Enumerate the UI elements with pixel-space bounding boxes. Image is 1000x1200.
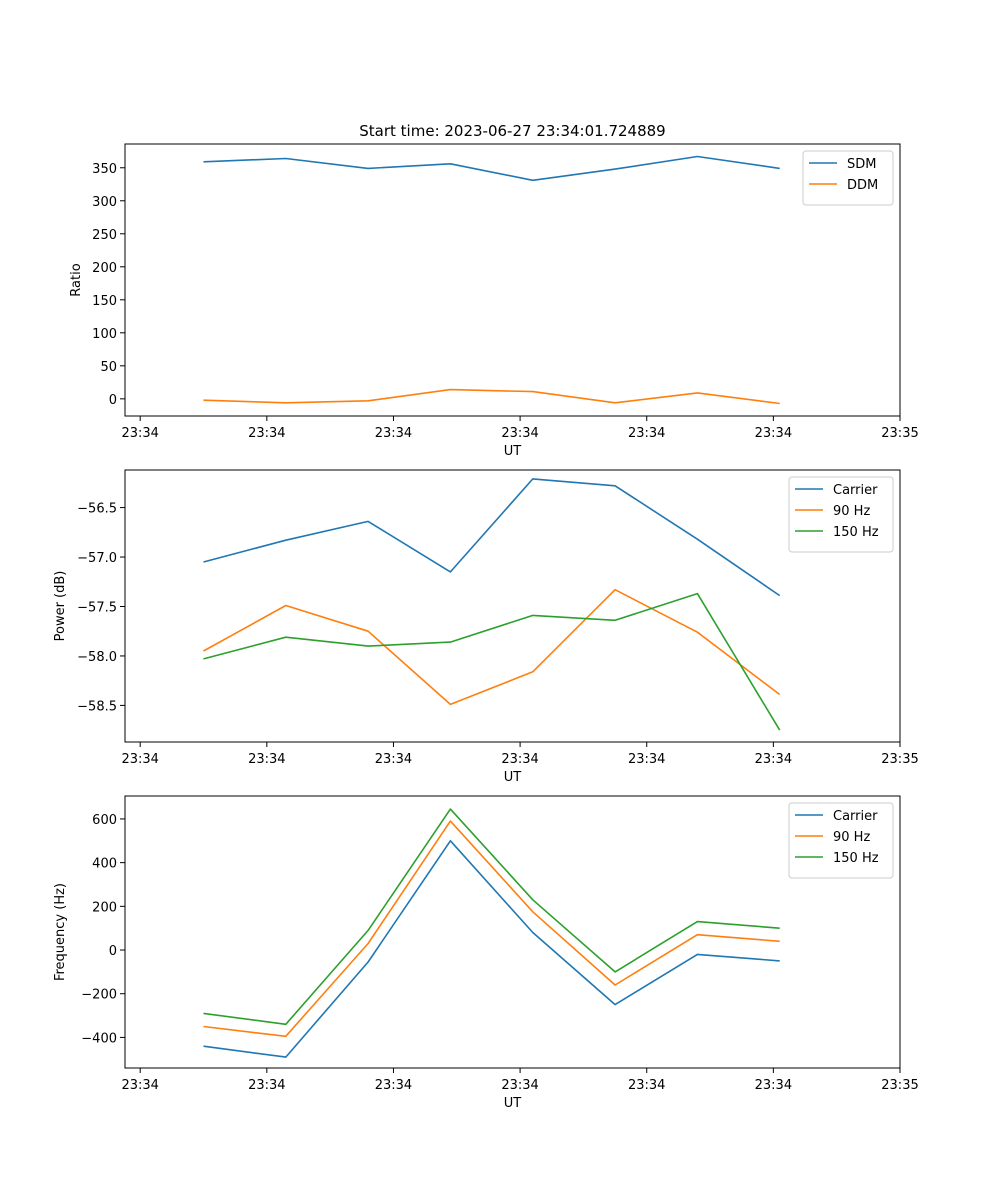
y-tick-label: −200 (81, 988, 117, 1003)
legend-label: DDM (847, 178, 878, 193)
y-tick-label: −57.0 (77, 551, 117, 566)
legend-label: 150 Hz (833, 525, 879, 540)
series-line-150-hz (203, 808, 780, 1026)
y-tick-label: −58.0 (77, 650, 117, 665)
y-tick-label: 600 (92, 813, 117, 828)
x-tick-label: 23:34 (755, 426, 792, 441)
x-tick-label: 23:35 (881, 752, 918, 767)
y-tick-label: 200 (92, 900, 117, 915)
legend: Carrier 90 Hz 150 Hz (788, 476, 894, 553)
y-tick-label: −57.5 (77, 600, 117, 615)
x-tick-label: 23:34 (248, 1078, 285, 1093)
x-tick-label: 23:34 (121, 1078, 158, 1093)
x-tick-label: 23:34 (375, 426, 412, 441)
series-line-90-hz (203, 820, 780, 1038)
legend-label: Carrier (833, 809, 878, 824)
x-tick-label: 23:34 (628, 1078, 665, 1093)
x-tick-label: 23:34 (248, 426, 285, 441)
legend-label: 90 Hz (833, 504, 870, 519)
x-tick-label: 23:34 (248, 752, 285, 767)
y-tick-label: −400 (81, 1031, 117, 1046)
y-tick-label: 300 (92, 195, 117, 210)
charts-group: 23:34 23:34 23:34 23:34 23:34 23:34 23:35 0 50 10… (53, 143, 919, 1111)
y-tick-label: 100 (92, 327, 117, 342)
x-tick-label: 23:34 (121, 752, 158, 767)
legend: Carrier 90 Hz 150 Hz (788, 802, 894, 879)
chart-2: 23:34 23:34 23:34 23:34 23:34 23:34 23:35 −58.5… (53, 469, 919, 785)
axes-frame (124, 143, 901, 417)
y-axis-label: Frequency (Hz) (53, 883, 68, 981)
series-line-150-hz (203, 592, 781, 731)
y-tick-label: 200 (92, 261, 117, 276)
legend-box (788, 476, 894, 553)
figure-title: Start time: 2023-06-27 23:34:01.724889 (359, 122, 665, 140)
y-axis-label: Power (dB) (53, 571, 68, 642)
x-tick-label: 23:34 (375, 1078, 412, 1093)
y-tick-label: 400 (92, 857, 117, 872)
x-tick-label: 23:34 (375, 752, 412, 767)
legend-box (802, 150, 894, 206)
y-tick-label: 0 (109, 393, 117, 408)
y-tick-label: −58.5 (77, 699, 117, 714)
x-axis-label: UT (504, 1096, 522, 1111)
x-axis-label: UT (504, 444, 522, 459)
y-tick-label: 50 (100, 360, 117, 375)
x-tick-label: 23:34 (121, 426, 158, 441)
x-tick-label: 23:34 (628, 426, 665, 441)
legend-label: 90 Hz (833, 830, 870, 845)
y-tick-label: 350 (92, 162, 117, 177)
x-tick-label: 23:34 (755, 752, 792, 767)
series-line-ddm (203, 388, 780, 405)
legend-box (788, 802, 894, 879)
legend: SDM DDM (802, 150, 894, 206)
chart-1: 23:34 23:34 23:34 23:34 23:34 23:34 23:35 0 50 10… (69, 143, 919, 459)
axes-frame (124, 795, 901, 1069)
series-line-sdm (203, 155, 780, 182)
x-tick-label: 23:34 (501, 1078, 538, 1093)
y-tick-label: 0 (109, 944, 117, 959)
series-line-carrier (203, 478, 781, 597)
y-tick-label: 250 (92, 228, 117, 243)
series-line-90-hz (203, 588, 781, 706)
x-tick-label: 23:34 (755, 1078, 792, 1093)
y-tick-label: 150 (92, 294, 117, 309)
x-axis-label: UT (504, 770, 522, 785)
legend-label: SDM (847, 157, 876, 172)
chart-3: 23:34 23:34 23:34 23:34 23:34 23:34 23:35 −400 −… (53, 795, 919, 1111)
x-tick-label: 23:35 (881, 426, 918, 441)
y-tick-label: −56.5 (77, 502, 117, 517)
series-line-carrier (203, 839, 780, 1058)
x-tick-label: 23:35 (881, 1078, 918, 1093)
y-axis-label: Ratio (69, 263, 84, 296)
x-tick-label: 23:34 (501, 752, 538, 767)
legend-label: 150 Hz (833, 851, 879, 866)
x-tick-label: 23:34 (501, 426, 538, 441)
legend-label: Carrier (833, 483, 878, 498)
x-tick-label: 23:34 (628, 752, 665, 767)
